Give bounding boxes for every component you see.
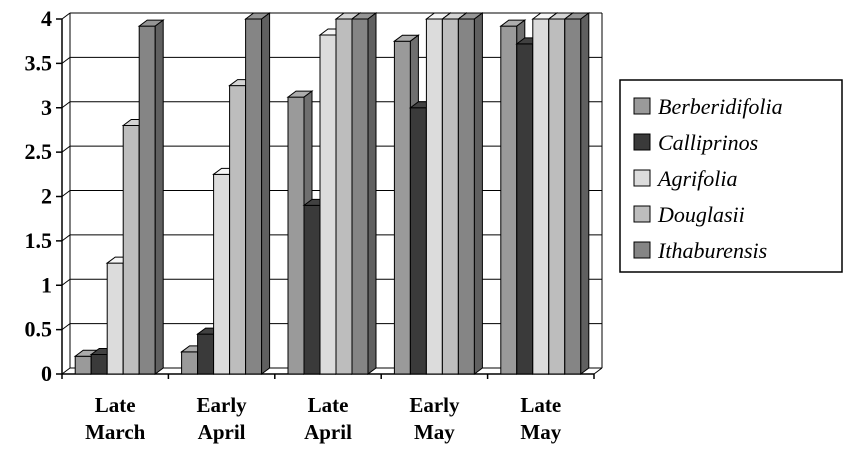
y-tick-label: 2.5: [25, 139, 53, 164]
y-tick-label: 1: [41, 272, 52, 297]
x-tick-label: Early May: [409, 393, 460, 444]
y-tick-label: 3.5: [25, 50, 53, 75]
bar-ithaburensis: [244, 12, 272, 375]
gridline-side: [61, 56, 71, 64]
legend-label: Berberidifolia: [658, 94, 783, 119]
y-tick-label: 3: [41, 95, 52, 120]
gridline-side: [61, 145, 71, 153]
legend-label: Douglasii: [657, 202, 745, 227]
gridline-side: [61, 278, 71, 286]
x-axis-ticks: Late March Early April Late April Early May Late…: [85, 393, 562, 444]
gridline-side: [61, 367, 71, 375]
bar-ithaburensis: [563, 12, 591, 375]
legend-swatch: [633, 133, 651, 151]
legend-swatch: [633, 169, 651, 187]
bar-ithaburensis: [137, 19, 165, 375]
gridline-side: [61, 234, 71, 242]
gridline-side: [61, 323, 71, 331]
legend-label: Ithaburensis: [657, 238, 767, 263]
y-tick-label: 2: [41, 184, 52, 209]
bar-ithaburensis: [456, 12, 484, 375]
y-axis-ticks: 0 0.5 1 1.5 2 2.5 3 3.5 4: [25, 6, 53, 386]
floor-edge: [593, 367, 603, 375]
y-tick-label: 1.5: [25, 228, 53, 253]
gridline-side: [61, 190, 71, 197]
legend-box: [619, 79, 843, 273]
bars: [73, 12, 591, 375]
legend-swatch: [633, 97, 651, 115]
x-tick-label: Late May: [520, 393, 561, 444]
legend: Berberidifolia Calliprinos Agrifolia Dougla…: [619, 79, 843, 273]
legend-label: Agrifolia: [656, 166, 737, 191]
y-tick-label: 0.5: [25, 317, 53, 342]
bar-ithaburensis: [350, 12, 378, 375]
legend-label: Calliprinos: [658, 130, 758, 155]
x-tick-label: Late March: [85, 393, 146, 444]
y-tick-label: 4: [41, 6, 52, 31]
x-tick-label: Late April: [304, 393, 352, 444]
x-tick-label: Early April: [197, 393, 248, 444]
gridline-side: [61, 101, 71, 109]
gridline-side: [61, 12, 71, 20]
legend-swatch: [633, 205, 651, 223]
y-tick-label: 0: [41, 361, 52, 386]
legend-swatch: [633, 241, 651, 259]
